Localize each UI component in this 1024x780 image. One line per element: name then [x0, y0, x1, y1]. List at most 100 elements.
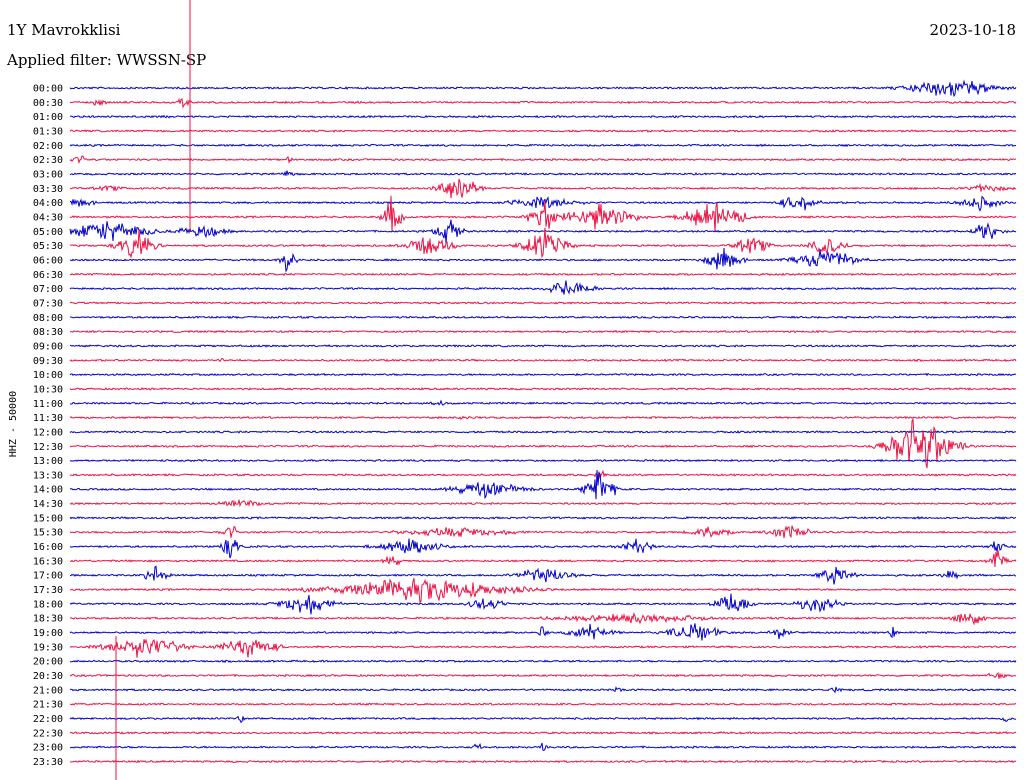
row-label: 14:30	[33, 499, 63, 510]
row-label: 14:00	[33, 485, 63, 496]
row-label: 02:00	[33, 141, 63, 152]
trace-row-1400	[69, 469, 1017, 500]
trace-row-0130	[69, 129, 1017, 133]
trace-row-1800	[69, 593, 1017, 615]
trace-row-0100	[69, 114, 1017, 119]
trace-row-0730	[69, 301, 1017, 305]
trace-row-0900	[69, 344, 1017, 348]
row-label: 13:00	[33, 456, 63, 467]
row-label: 11:30	[33, 413, 63, 424]
row-label: 07:00	[33, 284, 63, 295]
row-label: 08:30	[33, 327, 63, 338]
row-label: 04:30	[33, 212, 63, 223]
trace-row-1500	[69, 516, 1017, 520]
trace-row-1830	[69, 611, 1017, 626]
row-label: 11:00	[33, 399, 63, 410]
trace-row-0630	[69, 272, 1017, 277]
row-label: 10:00	[33, 370, 63, 381]
row-label: 23:30	[33, 757, 63, 768]
row-label: 10:30	[33, 384, 63, 395]
trace-row-1430	[69, 499, 1017, 508]
trace-row-0330	[69, 178, 1017, 199]
trace-row-1330	[69, 469, 1017, 481]
row-label: 12:30	[33, 442, 63, 453]
trace-row-1900	[69, 623, 1017, 641]
trace-row-0600	[70, 247, 1017, 273]
trace-row-1630	[70, 550, 1017, 568]
trace-row-1130	[69, 415, 1017, 421]
date-label: 2023-10-18	[929, 21, 1016, 39]
row-label: 17:30	[33, 585, 63, 596]
trace-row-1030	[69, 387, 1017, 391]
row-label: 18:30	[33, 614, 63, 625]
row-label: 06:00	[33, 255, 63, 266]
trace-row-0000	[69, 79, 1017, 98]
trace-row-0430	[69, 195, 1017, 233]
trace-row-2100	[69, 686, 1017, 694]
row-label: 07:30	[33, 298, 63, 309]
trace-row-1000	[69, 372, 1017, 377]
trace-row-0030	[69, 97, 1017, 109]
row-label: 05:30	[33, 241, 63, 252]
row-label: 02:30	[33, 155, 63, 166]
row-label: 05:00	[33, 227, 63, 238]
trace-row-0700	[69, 280, 1017, 295]
row-label: 22:30	[33, 728, 63, 739]
trace-row-2030	[69, 672, 1017, 680]
row-label: 01:30	[33, 126, 63, 137]
station-title: 1Y Mavrokklisi	[7, 21, 121, 39]
row-label: 23:00	[33, 743, 63, 754]
row-label: 15:30	[33, 528, 63, 539]
filter-label: Applied filter: WWSSN-SP	[7, 51, 207, 69]
row-labels: 00:00 00:30 01:00 01:30 02:00 02:30 03:00 03:30…	[33, 84, 63, 769]
row-label: 13:30	[33, 470, 63, 481]
trace-row-1200	[69, 430, 1017, 434]
row-label: 00:30	[33, 98, 63, 109]
row-label: 22:00	[33, 714, 63, 725]
trace-row-0500	[69, 219, 1017, 244]
row-label: 09:30	[33, 356, 63, 367]
time-markers	[115, 0, 191, 780]
row-label: 08:00	[33, 313, 63, 324]
row-label: 18:00	[33, 599, 63, 610]
row-label: 16:00	[33, 542, 63, 553]
trace-row-1300	[69, 458, 1017, 463]
row-label: 03:30	[33, 184, 63, 195]
trace-row-2130	[69, 702, 1017, 707]
trace-row-0400	[69, 195, 1017, 212]
trace-row-0800	[69, 315, 1017, 320]
trace-row-0300	[69, 170, 1017, 176]
row-label: 16:30	[33, 556, 63, 567]
row-label: 04:00	[33, 198, 63, 209]
trace-row-1530	[69, 525, 1017, 539]
trace-row-0230	[69, 155, 1017, 165]
row-label: 17:00	[33, 571, 63, 582]
trace-row-1100	[69, 399, 1017, 406]
trace-row-2000	[70, 659, 1017, 664]
row-label: 12:00	[33, 427, 63, 438]
row-label: 20:30	[33, 671, 63, 682]
row-label: 21:00	[33, 685, 63, 696]
row-label: 21:30	[33, 700, 63, 711]
trace-row-0200	[69, 143, 1017, 148]
trace-row-2300	[69, 742, 1017, 751]
row-label: 15:00	[33, 513, 63, 524]
trace-row-2330	[69, 759, 1017, 764]
trace-row-0530	[69, 227, 1016, 259]
trace-row-1700	[69, 565, 1016, 585]
trace-lines	[69, 79, 1017, 764]
channel-label: HHZ - 50000	[8, 391, 19, 457]
trace-row-1600	[69, 538, 1017, 559]
row-label: 19:30	[33, 642, 63, 653]
row-label: 20:00	[33, 657, 63, 668]
trace-row-2200	[69, 715, 1017, 724]
row-label: 06:30	[33, 270, 63, 281]
trace-row-1930	[69, 638, 1017, 658]
row-label: 00:00	[33, 84, 63, 95]
row-label: 09:00	[33, 341, 63, 352]
trace-row-1730	[69, 577, 1017, 604]
trace-row-0830	[69, 329, 1017, 334]
trace-row-2230	[69, 731, 1017, 735]
row-label: 03:00	[33, 169, 63, 180]
